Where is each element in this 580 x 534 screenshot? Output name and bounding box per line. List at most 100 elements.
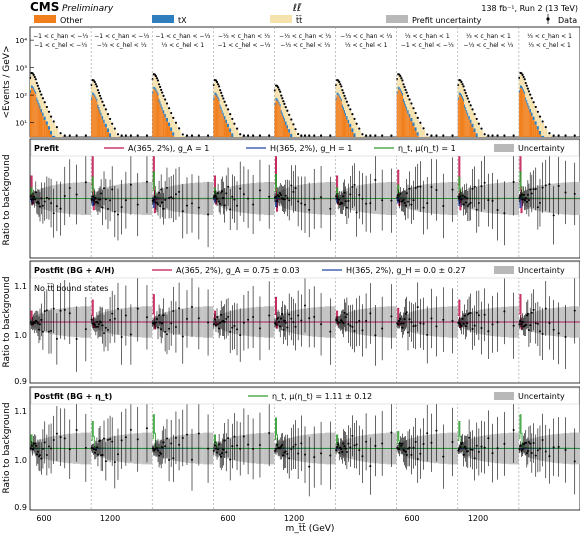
stack-tx-bar (155, 88, 157, 92)
stack-tx-bar (520, 85, 523, 89)
data-point (120, 134, 123, 137)
data-point (33, 442, 36, 445)
data-point (503, 442, 506, 445)
data-point (37, 87, 41, 90)
data-point (52, 307, 55, 310)
data-point (288, 457, 291, 460)
stack-ttbar-bar (111, 125, 114, 137)
data-point (276, 199, 279, 202)
stack-ttbar-bar (116, 135, 120, 137)
data-point (527, 329, 530, 332)
stack-other-bar (467, 116, 469, 137)
data-point (557, 134, 560, 137)
data-point (381, 442, 384, 445)
data-point (275, 84, 279, 87)
data-point (217, 323, 220, 326)
stack-tx-bar (519, 85, 521, 89)
stack-ttbar-bar (52, 122, 56, 136)
stack-tx-bar (531, 112, 533, 117)
stack-ttbar-bar (351, 115, 354, 129)
data-point (106, 207, 109, 210)
data-point (92, 448, 95, 451)
stack-ttbar-bar (292, 125, 295, 137)
data-point (220, 455, 223, 458)
stack-other-bar (50, 134, 53, 137)
data-point (468, 312, 471, 315)
data-point (284, 450, 287, 453)
stack-ttbar-bar (165, 105, 169, 118)
stack-other-bar (164, 117, 166, 137)
prefit-legend-unc: Uncertainty (518, 144, 565, 153)
data-point (465, 322, 468, 325)
data-point (190, 305, 193, 308)
data-point (297, 452, 300, 455)
data-point (538, 201, 541, 204)
data-point (412, 446, 415, 449)
data-point (185, 134, 189, 137)
stack-tx-bar (99, 110, 101, 114)
stack-ttbar-bar (396, 80, 398, 92)
stack-other-bar (37, 103, 39, 137)
stack-other-bar (465, 110, 467, 137)
data-point (297, 200, 300, 203)
data-point (406, 94, 410, 97)
data-point (136, 134, 139, 137)
top-y-ticks: 10⁴ 10³ 10² 10¹ (15, 37, 34, 128)
data-point (524, 441, 527, 444)
data-point (34, 444, 37, 447)
data-point (419, 121, 422, 124)
bin-label-chan: ⅓ < c_han < 1 (466, 33, 511, 40)
stack-ttbar-bar (463, 87, 465, 99)
bin-label-chan: ⅓ < c_han < 1 (405, 33, 450, 40)
stack-tx-bar (98, 107, 100, 111)
data-point (31, 72, 34, 75)
data-point (90, 318, 93, 321)
stack-other-bar (217, 99, 219, 137)
prefit-title: Prefit (34, 144, 59, 153)
data-point (459, 446, 462, 449)
data-point (104, 108, 107, 111)
data-point (63, 308, 66, 311)
stack-tx-bar (91, 97, 93, 100)
bin-label-chel: −⅓ < c_hel < ⅓ (97, 42, 147, 49)
stack-tx-bar (518, 90, 520, 93)
data-point (471, 327, 474, 330)
data-point (268, 432, 271, 435)
data-point (414, 440, 417, 443)
data-point (541, 332, 544, 335)
data-point (34, 78, 37, 81)
data-point (544, 307, 547, 310)
data-point (268, 314, 271, 317)
stack-other-bar (400, 93, 402, 137)
stack-tx-bar (341, 104, 343, 109)
data-point (335, 195, 338, 198)
stack-tx-bar (401, 92, 403, 96)
data-point (223, 439, 226, 442)
data-point (181, 335, 184, 338)
stack-ttbar-bar (34, 78, 36, 90)
data-point (473, 112, 476, 116)
stack-ttbar-bar (221, 97, 223, 111)
data-point (525, 452, 528, 455)
stack-ttbar-bar (477, 125, 480, 137)
stack-tx-bar (281, 112, 283, 117)
data-point (227, 437, 230, 440)
stack-ttbar-bar (464, 91, 466, 105)
data-point (534, 322, 537, 325)
data-point (120, 206, 123, 209)
data-point (223, 204, 226, 207)
data-point (129, 428, 132, 431)
data-point (351, 112, 354, 116)
stack-tx-bar (164, 113, 166, 118)
legend-label-ttbar: t̄t̄ (295, 15, 302, 25)
data-point (104, 198, 107, 201)
data-point (557, 445, 560, 448)
data-point (544, 450, 547, 453)
stack-other-bar (277, 102, 279, 137)
data-point (174, 121, 178, 124)
stack-tx-bar (345, 112, 347, 117)
data-point (414, 111, 417, 115)
stack-tx-bar (349, 123, 352, 128)
stack-tx-bar (165, 117, 169, 122)
